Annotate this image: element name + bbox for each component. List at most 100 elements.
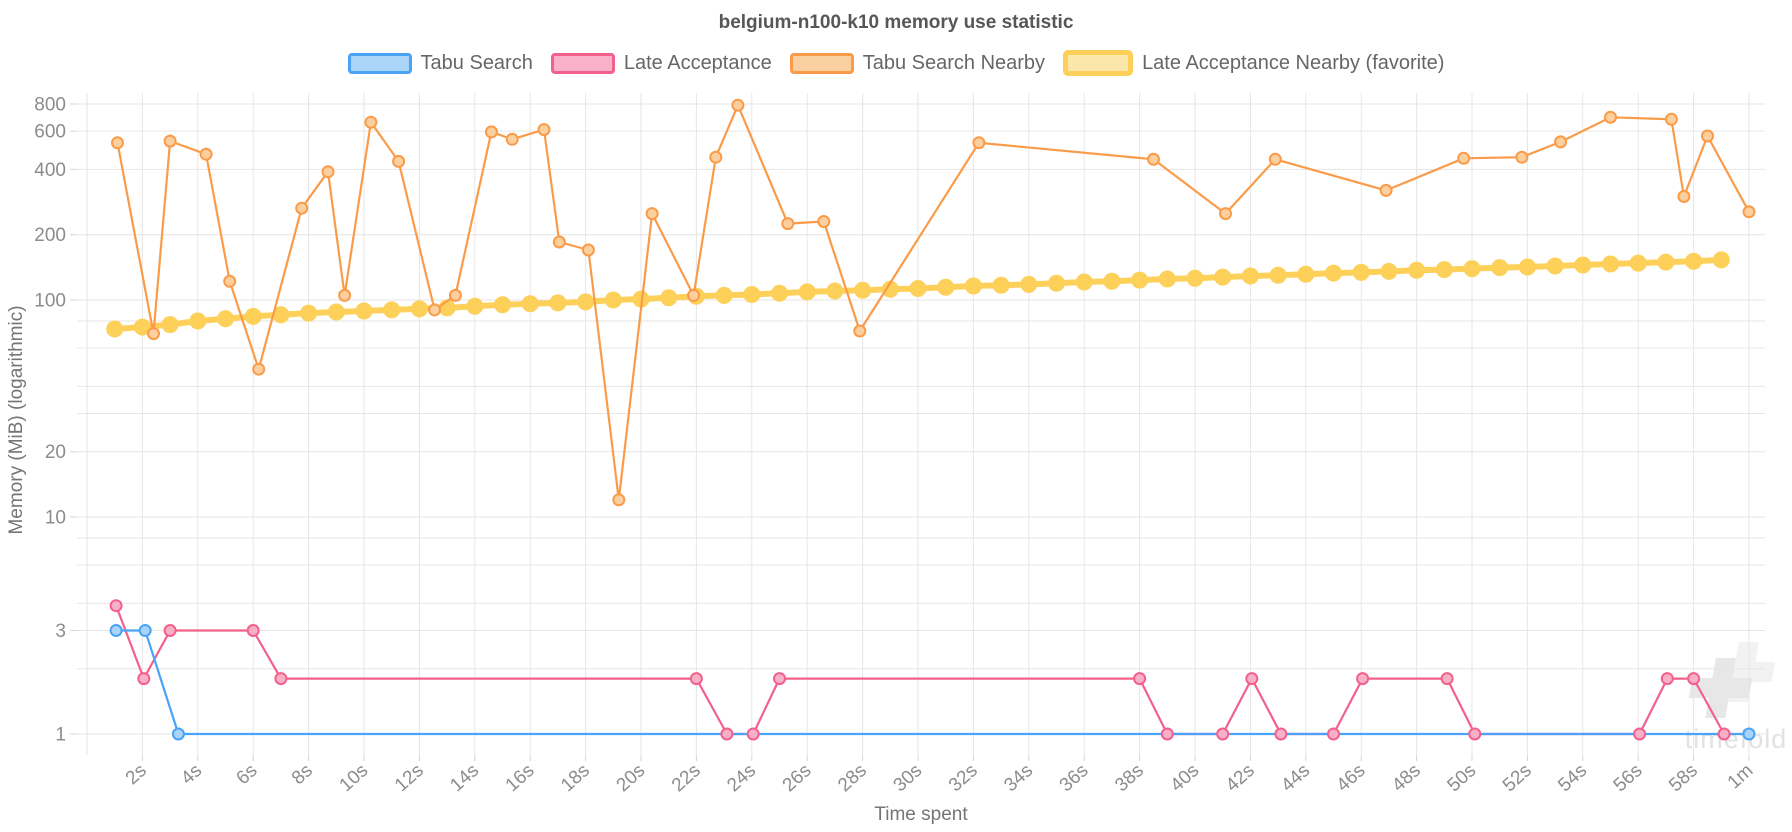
data-point [771, 284, 788, 302]
data-point [773, 672, 786, 686]
y-axis-title: Memory (MiB) (logarithmic) [6, 305, 27, 534]
data-point [147, 327, 160, 341]
data-point [1440, 672, 1454, 686]
x-tick-label: 14s [446, 760, 483, 796]
timefold-watermark: timefold [1685, 642, 1788, 754]
chart-legend: Tabu Search Late Acceptance Tabu Search Ne… [0, 50, 1792, 76]
data-point [1633, 727, 1647, 741]
data-point [1546, 257, 1564, 275]
timefold-watermark-text: timefold [1685, 724, 1788, 754]
data-point [577, 293, 595, 311]
x-tick-label: 4s [177, 760, 206, 789]
x-tick-label: 22s [668, 760, 705, 796]
data-point [217, 310, 234, 328]
x-tick-label: 42s [1222, 760, 1259, 796]
legend-label: Tabu Search Nearby [862, 51, 1046, 74]
data-point [109, 624, 123, 637]
data-point [537, 123, 551, 137]
data-point [992, 276, 1010, 294]
legend-item-tabu-search-nearby[interactable]: Tabu Search Nearby [789, 51, 1046, 75]
y-tick-label: 1 [55, 725, 66, 746]
series-line-tabu-search [114, 629, 1751, 736]
data-point [1574, 256, 1592, 274]
data-point [1468, 727, 1482, 741]
data-point [1268, 152, 1282, 166]
x-tick-label: 52s [1499, 760, 1536, 796]
data-point [1602, 255, 1619, 273]
x-tick-label: 16s [502, 760, 539, 796]
legend-item-late-acceptance-nearby-favorite[interactable]: Late Acceptance Nearby (favorite) [1063, 50, 1444, 76]
x-axis-ticks: 2s 4s 6s 8s 10s 12s 14s 16s 18s 20s 22s 24s 26s 28s 30… [122, 755, 1757, 796]
data-point [964, 277, 982, 295]
data-point [438, 299, 456, 317]
data-point [604, 291, 622, 309]
data-point [410, 300, 428, 318]
data-point [853, 324, 867, 338]
data-point [854, 281, 872, 299]
data-point [428, 303, 442, 317]
data-point [1717, 727, 1731, 741]
x-tick-label: 8s [288, 760, 317, 789]
x-tick-label: 48s [1388, 760, 1425, 796]
data-point [1158, 270, 1176, 288]
data-point [1491, 259, 1509, 277]
data-point [392, 154, 406, 168]
data-point [1687, 672, 1701, 686]
data-point [1685, 252, 1703, 270]
data-point [909, 280, 927, 297]
legend-swatch [789, 52, 854, 74]
x-tick-label: 20s [613, 760, 650, 796]
data-point [1712, 251, 1730, 269]
data-point [163, 134, 177, 148]
data-point [709, 150, 723, 164]
data-point [189, 312, 207, 330]
data-point [1160, 727, 1174, 741]
data-point [1147, 152, 1160, 166]
data-point [720, 727, 734, 741]
x-tick-label: 10s [336, 760, 373, 796]
x-tick-label: 30s [890, 760, 927, 796]
x-tick-label: 54s [1554, 760, 1591, 796]
data-point [687, 288, 701, 302]
data-point [1742, 727, 1756, 741]
data-point [1297, 265, 1315, 283]
data-point [1701, 129, 1714, 143]
legend-label: Tabu Search [420, 51, 533, 74]
data-point [1657, 253, 1675, 271]
data-point [383, 301, 401, 319]
legend-item-tabu-search[interactable]: Tabu Search [347, 51, 533, 75]
data-point [1241, 267, 1259, 285]
y-axis-ticks: 800 600 400 200 100 20 10 3 1 [34, 95, 77, 746]
data-point [163, 624, 177, 637]
legend-swatch [550, 52, 615, 74]
data-point [689, 672, 703, 686]
data-point [1048, 274, 1065, 292]
data-point [1457, 151, 1471, 165]
data-point [581, 243, 595, 257]
data-point [781, 217, 795, 231]
x-tick-label: 50s [1444, 760, 1481, 796]
y-tick-label: 10 [45, 508, 66, 529]
data-point [1245, 672, 1259, 686]
y-tick-label: 600 [34, 122, 66, 143]
data-point [1435, 261, 1453, 279]
x-tick-label: 38s [1111, 760, 1148, 796]
data-point [1216, 727, 1230, 741]
data-point [1518, 258, 1536, 276]
x-tick-label: 26s [779, 760, 816, 796]
legend-item-late-acceptance[interactable]: Late Acceptance [550, 52, 772, 75]
data-point [1379, 183, 1393, 197]
data-point [1380, 262, 1398, 280]
data-point [645, 207, 659, 221]
data-point [937, 278, 955, 296]
data-point [715, 286, 733, 304]
data-point [1408, 261, 1426, 279]
data-point [521, 295, 539, 313]
data-point [1133, 672, 1147, 686]
data-point [798, 283, 816, 301]
y-tick-label: 20 [45, 442, 66, 463]
data-point [246, 624, 260, 637]
series-line-late-acceptance [114, 604, 1726, 736]
